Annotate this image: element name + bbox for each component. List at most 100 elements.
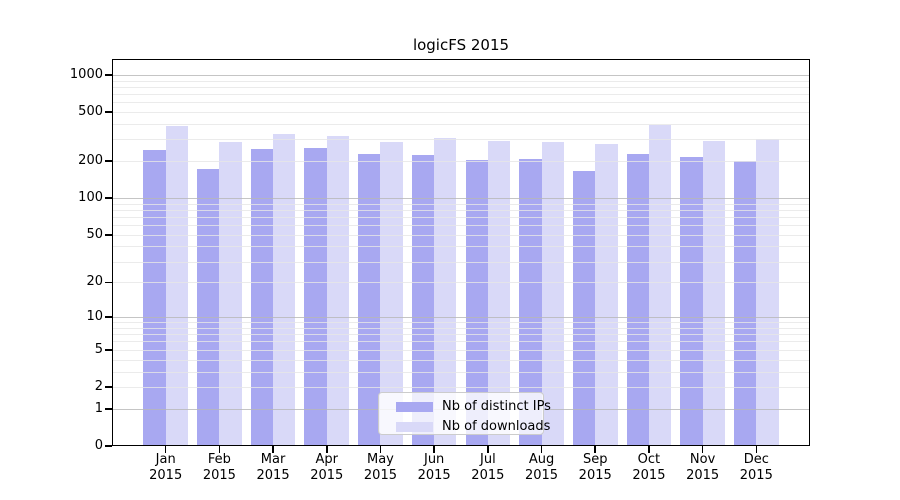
bar-distinct-ips-aug bbox=[519, 159, 542, 446]
minor-gridline-300 bbox=[112, 139, 810, 141]
major-gridline-1000 bbox=[112, 74, 810, 76]
y-tick-200 bbox=[105, 160, 112, 162]
bar-distinct-ips-oct bbox=[626, 154, 649, 446]
x-tick-label-jan: Jan 2015 bbox=[149, 452, 183, 483]
bar-distinct-ips-feb bbox=[197, 169, 220, 446]
minor-gridline-5 bbox=[112, 349, 810, 351]
y-tick-1 bbox=[105, 407, 112, 410]
x-tick-label-mar: Mar 2015 bbox=[256, 452, 290, 483]
y-tick-label-100: 100 bbox=[78, 190, 103, 206]
y-tick-label-200: 200 bbox=[78, 153, 103, 169]
major-gridline-10 bbox=[112, 317, 810, 319]
y-tick-2 bbox=[105, 386, 112, 388]
y-tick-label-2: 2 bbox=[94, 378, 103, 394]
x-tick-label-aug: Aug 2015 bbox=[524, 452, 559, 483]
minor-gridline-700 bbox=[112, 93, 810, 95]
minor-gridline-20 bbox=[112, 282, 810, 284]
bar-distinct-ips-jan bbox=[143, 150, 166, 446]
y-tick-0 bbox=[105, 445, 112, 447]
minor-gridline-6 bbox=[112, 341, 810, 343]
minor-gridline-8 bbox=[112, 327, 810, 329]
bar-distinct-ips-mar bbox=[250, 149, 274, 446]
x-tick-aug bbox=[540, 446, 543, 453]
bar-downloads-oct bbox=[648, 125, 672, 446]
y-tick-label-5: 5 bbox=[94, 341, 103, 357]
minor-gridline-200 bbox=[112, 161, 810, 163]
x-tick-sep bbox=[594, 446, 597, 453]
legend-label-downloads: Nb of downloads bbox=[442, 419, 551, 434]
legend-swatch-distinct-ips bbox=[396, 402, 433, 412]
legend-row-distinct-ips: Nb of distinct IPs bbox=[396, 400, 551, 414]
minor-gridline-600 bbox=[112, 102, 810, 104]
minor-gridline-50 bbox=[112, 234, 810, 236]
minor-gridline-500 bbox=[112, 112, 810, 114]
minor-gridline-4 bbox=[112, 359, 810, 361]
bar-downloads-dec bbox=[756, 138, 779, 446]
minor-gridline-900 bbox=[112, 80, 810, 82]
minor-gridline-40 bbox=[112, 246, 810, 248]
bar-distinct-ips-nov bbox=[680, 157, 703, 446]
y-tick-label-500: 500 bbox=[78, 104, 103, 120]
y-tick-5 bbox=[105, 348, 112, 351]
bar-distinct-ips-may bbox=[358, 154, 381, 446]
x-tick-label-apr: Apr 2015 bbox=[310, 452, 344, 483]
minor-gridline-60 bbox=[112, 225, 810, 227]
bar-downloads-nov bbox=[702, 140, 725, 446]
x-tick-jan bbox=[164, 446, 167, 453]
bar-downloads-jun bbox=[434, 137, 457, 446]
minor-gridline-7 bbox=[112, 334, 810, 336]
bar-downloads-feb bbox=[219, 142, 242, 446]
y-tick-50 bbox=[105, 233, 112, 236]
bar-downloads-mar bbox=[273, 134, 296, 446]
x-tick-feb bbox=[218, 446, 221, 453]
legend: Nb of distinct IPs Nb of downloads bbox=[378, 392, 551, 435]
x-tick-label-oct: Oct 2015 bbox=[632, 452, 666, 483]
bar-downloads-jan bbox=[165, 126, 188, 446]
y-tick-label-20: 20 bbox=[86, 274, 103, 290]
minor-gridline-800 bbox=[112, 86, 810, 88]
bar-downloads-sep bbox=[595, 144, 618, 446]
minor-gridline-90 bbox=[112, 203, 810, 205]
x-tick-label-nov: Nov 2015 bbox=[686, 452, 720, 483]
legend-swatch-downloads bbox=[396, 422, 433, 432]
x-tick-dec bbox=[755, 446, 758, 453]
bar-distinct-ips-jun bbox=[411, 155, 435, 446]
bar-downloads-aug bbox=[541, 142, 564, 446]
x-tick-nov bbox=[701, 446, 704, 453]
y-tick-label-10: 10 bbox=[86, 309, 103, 325]
minor-gridline-80 bbox=[112, 209, 810, 211]
chart-title: logicFS 2015 bbox=[412, 36, 510, 54]
y-tick-label-0: 0 bbox=[94, 438, 103, 453]
y-tick-10 bbox=[105, 316, 112, 318]
x-tick-may bbox=[379, 446, 382, 453]
bar-downloads-apr bbox=[326, 136, 350, 446]
x-tick-jul bbox=[487, 446, 489, 453]
minor-gridline-2 bbox=[112, 386, 810, 388]
x-tick-oct bbox=[648, 446, 650, 453]
y-tick-label-1: 1 bbox=[94, 400, 103, 416]
x-tick-jun bbox=[433, 446, 435, 453]
y-tick-label-1000: 1000 bbox=[69, 66, 103, 82]
minor-gridline-9 bbox=[112, 322, 810, 324]
x-tick-label-jul: Jul 2015 bbox=[471, 452, 505, 483]
x-tick-label-may: May 2015 bbox=[363, 452, 397, 483]
x-tick-mar bbox=[272, 446, 274, 453]
bar-distinct-ips-apr bbox=[304, 148, 327, 446]
x-tick-label-feb: Feb 2015 bbox=[202, 452, 236, 483]
legend-label-distinct-ips: Nb of distinct IPs bbox=[442, 399, 551, 414]
y-tick-500 bbox=[105, 111, 112, 113]
bar-distinct-ips-jul bbox=[465, 160, 488, 446]
y-tick-1000 bbox=[105, 74, 112, 76]
x-tick-label-dec: Dec 2015 bbox=[739, 452, 773, 483]
legend-row-downloads: Nb of downloads bbox=[396, 420, 550, 434]
y-tick-label-50: 50 bbox=[86, 226, 103, 242]
bar-distinct-ips-sep bbox=[572, 171, 596, 446]
minor-gridline-400 bbox=[112, 123, 810, 125]
x-tick-label-sep: Sep 2015 bbox=[578, 452, 612, 483]
major-gridline-100 bbox=[112, 198, 810, 200]
minor-gridline-30 bbox=[112, 261, 810, 263]
y-tick-100 bbox=[105, 197, 112, 199]
x-tick-label-jun: Jun 2015 bbox=[417, 452, 451, 483]
y-tick-20 bbox=[105, 281, 112, 284]
